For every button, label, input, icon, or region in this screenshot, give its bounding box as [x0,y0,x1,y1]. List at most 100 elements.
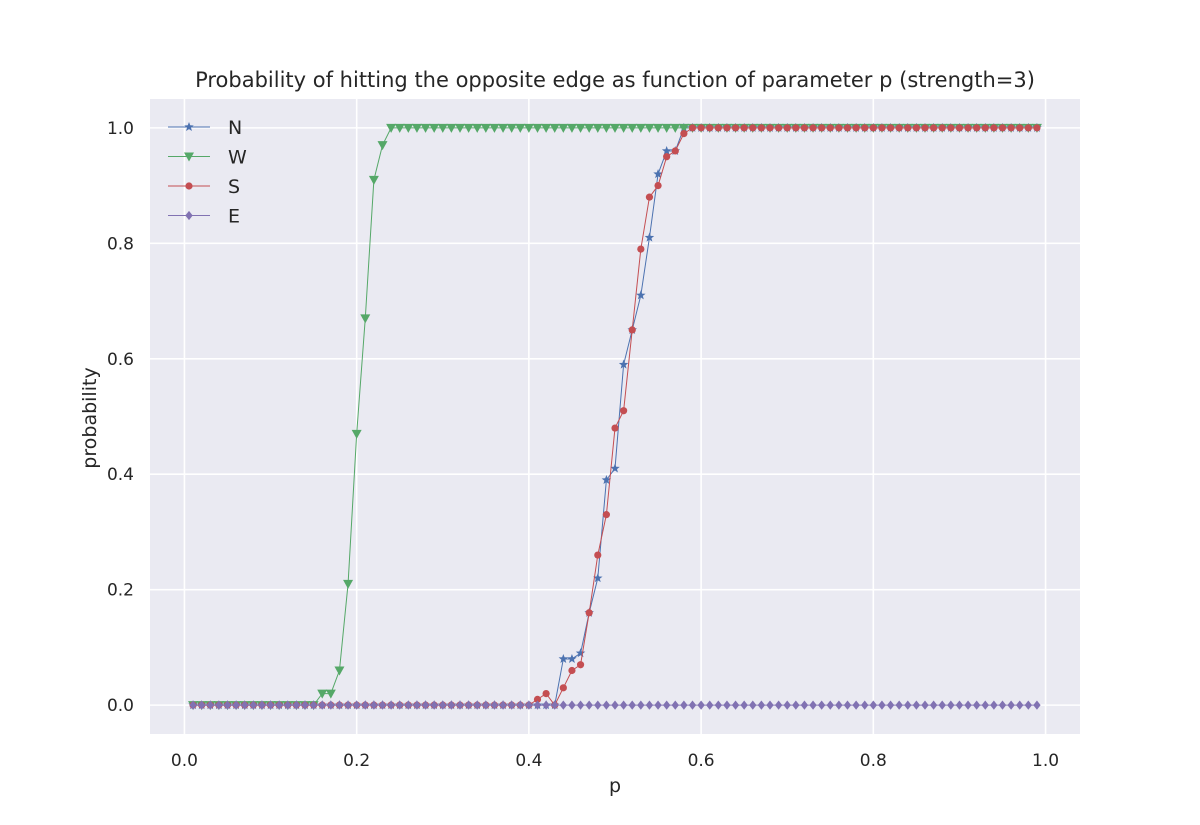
y-tick-label: 0.6 [107,350,134,370]
data-point-S [568,666,576,675]
data-point-S [973,124,981,132]
data-point-S [895,124,903,132]
data-point-W [541,123,552,133]
data-point-E [499,700,507,710]
data-point-E [327,700,335,710]
data-point-S [637,245,645,253]
data-point-W [446,123,457,133]
y-axis-label: probability [79,367,101,468]
data-point-S [766,124,774,132]
data-point-S [576,661,585,669]
data-point-W [506,123,517,133]
data-point-W [489,123,500,133]
data-point-E [688,700,697,710]
data-point-E [525,700,533,710]
data-point-E [938,700,946,710]
data-point-E [1016,700,1024,710]
data-point-E [585,700,593,710]
data-point-E [309,700,318,710]
data-point-S [1016,124,1024,132]
data-point-N [644,232,655,242]
data-point-W [532,123,543,133]
data-point-S [869,124,877,132]
data-point-E [886,700,895,710]
data-point-W [480,123,491,133]
data-point-S [706,124,714,132]
data-point-S [611,424,619,432]
data-point-E [378,700,387,710]
data-point-S [697,124,705,132]
data-point-E [783,700,791,710]
data-point-E [774,700,783,710]
data-point-E [249,700,258,710]
data-point-E [697,700,705,710]
data-point-N [575,648,586,658]
data-point-W [661,123,672,133]
legend-item-S: S [168,176,240,198]
data-point-S [671,147,679,155]
data-point-E [413,700,421,710]
legend-item-E: E [168,206,240,228]
data-point-E [490,700,499,710]
data-point-E [197,700,206,710]
data-point-S [620,407,628,415]
data-point-S [826,124,834,132]
data-point-W [627,123,638,133]
x-axis-label: p [609,775,621,797]
chart-title: Probability of hitting the opposite edge… [195,68,1035,92]
legend-marker [184,152,194,162]
legend-label: W [228,147,247,169]
data-point-S [835,124,843,132]
data-point-E [680,700,688,710]
data-point-W [523,123,534,133]
data-point-E [344,700,352,710]
data-point-E [757,700,766,710]
data-point-S [602,511,610,519]
x-tick-label: 0.2 [343,751,370,771]
data-point-E [370,700,378,710]
x-tick-label: 0.6 [688,751,715,771]
data-point-E [990,700,998,710]
data-point-E [817,700,826,710]
data-point-S [792,124,800,132]
data-point-E [947,700,955,710]
data-point-E [387,700,395,710]
data-point-E [404,700,413,710]
data-point-E [749,700,757,710]
data-point-E [964,700,972,710]
series-E [189,700,1041,710]
data-point-S [749,124,757,132]
data-point-S [740,124,748,132]
data-point-N [558,653,569,663]
data-point-W [670,123,681,133]
data-point-E [878,700,886,710]
data-point-E [507,700,516,710]
legend-label: N [228,117,242,139]
data-point-E [223,700,232,710]
data-point-E [335,700,344,710]
data-point-N [601,475,612,485]
data-point-S [912,124,920,132]
data-point-E [809,700,817,710]
legend-marker [184,122,194,132]
data-point-E [628,700,636,710]
data-point-W [472,123,483,133]
data-point-W [351,429,362,439]
data-point-S [731,124,740,132]
data-point-S [714,124,722,132]
data-point-W [463,123,474,133]
data-point-S [1007,124,1015,132]
data-point-E [852,700,860,710]
data-point-E [456,700,464,710]
data-point-E [904,700,912,710]
data-point-E [662,700,671,710]
data-point-E [929,700,938,710]
data-point-E [611,700,619,710]
data-point-S [533,695,542,703]
data-point-S [663,153,671,161]
x-tick-label: 1.0 [1032,751,1059,771]
data-point-E [551,700,559,710]
data-point-W [325,689,336,699]
data-point-N [661,145,672,155]
